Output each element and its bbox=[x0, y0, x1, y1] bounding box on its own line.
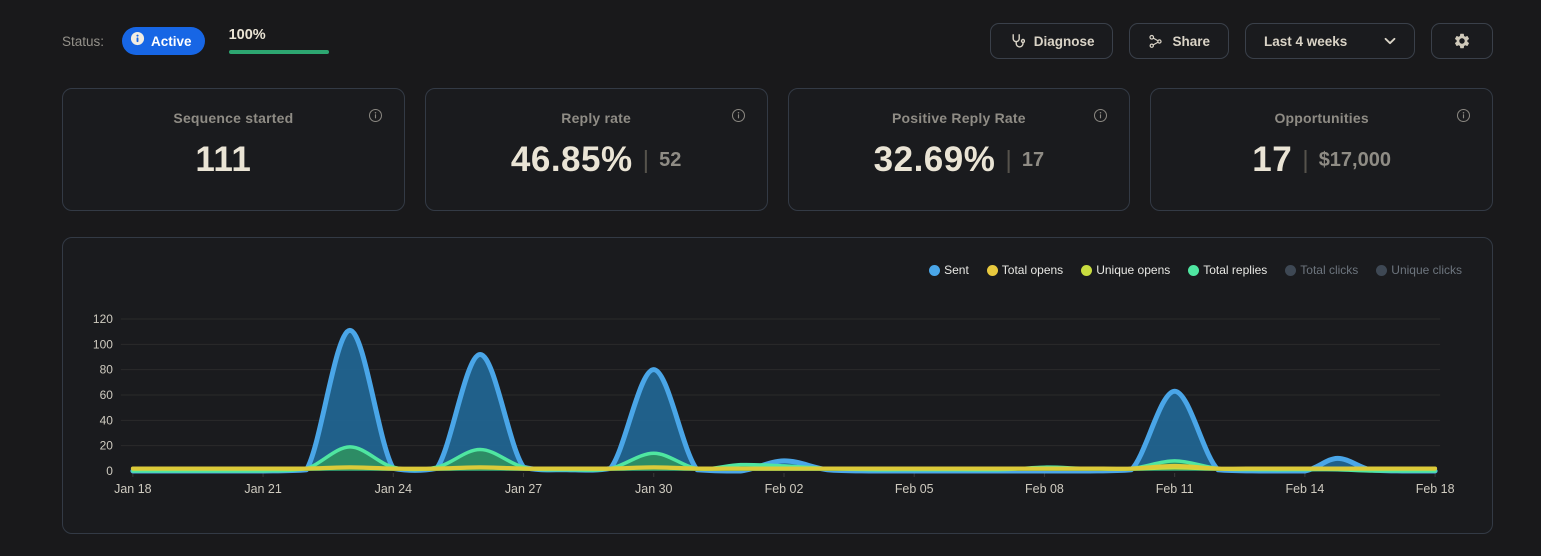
stat-card-value: 111 bbox=[195, 140, 252, 179]
date-range-value: Last 4 weeks bbox=[1264, 33, 1348, 49]
status-badge[interactable]: Active bbox=[122, 27, 205, 55]
stat-card-title: Opportunities bbox=[1274, 110, 1369, 126]
series-area-total-replies bbox=[132, 446, 1436, 471]
series-line-total-opens bbox=[130, 463, 1438, 471]
legend-item-total-clicks[interactable]: Total clicks bbox=[1285, 263, 1358, 277]
legend-item-total-replies[interactable]: Total replies bbox=[1188, 263, 1267, 277]
chart-svg: 0 20 40 60 80 100 120 Jan 18 Jan 21 Jan 24 Jan 27 J… bbox=[93, 312, 1455, 496]
x-axis-label: Feb 08 bbox=[1025, 482, 1064, 496]
progress-bar bbox=[228, 50, 329, 54]
stat-card-values: 32.69% | 17 bbox=[874, 140, 1044, 180]
legend-label: Unique opens bbox=[1096, 263, 1171, 277]
stat-card-value: 17 bbox=[1252, 140, 1293, 179]
legend-dot bbox=[1188, 264, 1200, 276]
stat-card-secondary: 52 bbox=[659, 148, 682, 171]
series-area-sent bbox=[132, 330, 1436, 471]
legend-dot bbox=[986, 264, 998, 276]
stat-card-secondary: 17 bbox=[1021, 148, 1045, 171]
top-bar: Status: Active 100% bbox=[62, 22, 1493, 60]
date-range-dropdown[interactable]: Last 4 weeks bbox=[1245, 23, 1415, 59]
stat-card-value: 32.69% bbox=[873, 140, 996, 179]
info-outline-icon[interactable] bbox=[731, 108, 746, 128]
chevron-down-icon bbox=[1384, 37, 1396, 45]
y-axis-label: 0 bbox=[106, 464, 113, 478]
progress-indicator: 100% bbox=[228, 27, 329, 54]
stat-card-values: 111 bbox=[195, 140, 271, 180]
info-filled-icon bbox=[130, 31, 145, 51]
legend-item-total-opens[interactable]: Total opens bbox=[986, 263, 1064, 277]
stat-card-divider: | bbox=[1302, 145, 1309, 174]
chart-legend: Sent Total opens Unique opens Total replies… bbox=[63, 262, 1492, 278]
y-axis-label: 60 bbox=[100, 388, 114, 402]
x-axis-label: Feb 14 bbox=[1285, 482, 1324, 496]
stat-card-values: 46.85% | 52 bbox=[511, 140, 681, 180]
stat-card-opportunities: Opportunities 17 | $17,000 bbox=[1150, 88, 1493, 211]
diagnose-button-label: Diagnose bbox=[1033, 33, 1095, 49]
legend-item-unique-opens[interactable]: Unique opens bbox=[1081, 263, 1170, 277]
y-axis-label: 80 bbox=[100, 363, 114, 377]
legend-dot bbox=[1285, 264, 1297, 276]
stat-card-title: Sequence started bbox=[173, 110, 294, 126]
stat-card-divider: | bbox=[1005, 145, 1012, 174]
legend-label: Unique clicks bbox=[1391, 263, 1462, 277]
stat-card-title: Positive Reply Rate bbox=[892, 110, 1026, 126]
progress-percent-label: 100% bbox=[228, 27, 266, 43]
legend-label: Total opens bbox=[1001, 263, 1064, 277]
toolbar: Diagnose Share Last 4 weeks bbox=[989, 23, 1493, 59]
settings-button[interactable] bbox=[1431, 23, 1493, 59]
info-outline-icon[interactable] bbox=[1093, 108, 1108, 128]
x-axis-label: Feb 18 bbox=[1416, 482, 1455, 496]
info-outline-icon[interactable] bbox=[368, 108, 383, 128]
legend-label: Total clicks bbox=[1300, 263, 1359, 277]
status-label: Status: bbox=[62, 33, 105, 49]
stat-card-value: 46.85% bbox=[510, 140, 633, 179]
stat-card-positive-reply-rate: Positive Reply Rate 32.69% | 17 bbox=[787, 88, 1131, 211]
stat-card-divider: | bbox=[642, 145, 650, 174]
x-axis-label: Jan 18 bbox=[114, 482, 151, 496]
x-axis-label: Feb 02 bbox=[765, 482, 804, 496]
stat-card-reply-rate: Reply rate 46.85% | 52 bbox=[424, 88, 768, 211]
diagnose-button[interactable]: Diagnose bbox=[989, 23, 1114, 59]
gear-icon bbox=[1453, 32, 1471, 50]
legend-item-sent[interactable]: Sent bbox=[929, 263, 969, 277]
info-outline-icon[interactable] bbox=[1456, 108, 1471, 128]
x-axis-label: Jan 30 bbox=[635, 482, 672, 496]
legend-dot bbox=[929, 264, 941, 276]
stat-card-values: 17 | $17,000 bbox=[1252, 140, 1391, 180]
status-group: Status: Active 100% bbox=[62, 27, 329, 55]
stat-card-sequence-started: Sequence started 111 bbox=[62, 88, 405, 211]
y-axis-label: 120 bbox=[93, 312, 113, 326]
status-badge-label: Active bbox=[151, 33, 192, 49]
analytics-chart-panel: Sent Total opens Unique opens Total replies… bbox=[62, 237, 1493, 534]
legend-label: Sent bbox=[944, 263, 969, 277]
x-axis-label: Feb 11 bbox=[1156, 482, 1194, 496]
legend-label: Total replies bbox=[1203, 263, 1268, 277]
legend-item-unique-clicks[interactable]: Unique clicks bbox=[1376, 263, 1462, 277]
x-axis-label: Jan 21 bbox=[244, 482, 281, 496]
stat-card-secondary: $17,000 bbox=[1318, 148, 1391, 171]
share-nodes-icon bbox=[1148, 34, 1163, 49]
stat-cards-row: Sequence started 111 Reply rate 46.85% | bbox=[62, 88, 1493, 211]
stat-card-title: Reply rate bbox=[561, 110, 631, 126]
x-axis-label: Jan 27 bbox=[505, 482, 542, 496]
legend-dot bbox=[1376, 264, 1388, 276]
y-axis-label: 20 bbox=[100, 439, 114, 453]
stethoscope-icon bbox=[1009, 33, 1025, 49]
y-axis-label: 40 bbox=[100, 413, 114, 427]
share-button[interactable]: Share bbox=[1129, 23, 1229, 59]
share-button-label: Share bbox=[1172, 33, 1210, 49]
y-axis-label: 100 bbox=[93, 337, 113, 351]
x-axis-label: Jan 24 bbox=[375, 482, 412, 496]
legend-dot bbox=[1081, 264, 1093, 276]
x-axis-label: Feb 05 bbox=[895, 482, 934, 496]
